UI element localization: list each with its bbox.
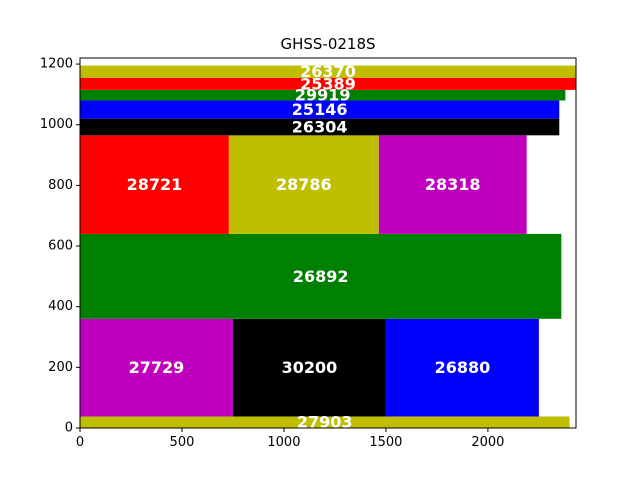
y-tick-label: 800: [48, 178, 73, 193]
treemap-block: [80, 100, 560, 119]
x-tick-label: 0: [76, 435, 84, 450]
treemap-block: [80, 77, 576, 90]
block-value-label: 25146: [292, 100, 348, 119]
block-value-label: 26304: [292, 117, 348, 136]
block-label-group: 27903 27729 30200 26880 26892 28721 28786 28318…: [127, 62, 491, 432]
x-tick-label: 2000: [471, 435, 504, 450]
chart-title: GHSS-0218S: [280, 35, 375, 53]
treemap-block: [232, 318, 386, 417]
y-tick-label: 0: [65, 421, 73, 436]
treemap-block: [80, 135, 229, 234]
block-value-label: 30200: [282, 358, 338, 377]
treemap-block: [80, 318, 233, 417]
x-tick-label: 1500: [369, 435, 402, 450]
treemap-block: [80, 89, 566, 101]
y-tick-label: 1200: [40, 57, 73, 72]
block-value-label: 27903: [297, 413, 353, 432]
treemap-block: [378, 135, 527, 234]
x-axis: 0 500 1000 1500 2000: [76, 428, 504, 450]
block-value-label: 26370: [300, 62, 356, 81]
y-tick-label: 200: [48, 360, 73, 375]
x-tick-label: 1000: [267, 435, 300, 450]
treemap-block: [80, 416, 570, 428]
block-value-label: 26880: [435, 358, 491, 377]
block-value-label: 27729: [129, 358, 185, 377]
y-tick-label: 400: [48, 299, 73, 314]
block-value-label: 28786: [276, 175, 332, 194]
treemap-block: [80, 118, 560, 136]
treemap-block: [80, 233, 562, 319]
x-tick-label: 500: [170, 435, 195, 450]
treemap-block: [385, 318, 539, 417]
y-tick-label: 600: [48, 239, 73, 254]
block-value-label: 28318: [425, 175, 481, 194]
block-value-label: 29919: [295, 86, 351, 105]
block-value-label: 28721: [127, 175, 183, 194]
y-axis: 0 200 400 600 800 1000 1200: [40, 57, 80, 436]
block-value-label: 25389: [300, 74, 356, 93]
block-group: [80, 65, 576, 428]
y-tick-label: 1000: [40, 117, 73, 132]
block-value-label: 26892: [293, 267, 349, 286]
treemap-block: [228, 135, 379, 234]
treemap-block: [80, 65, 576, 78]
plot-frame: [79, 57, 577, 429]
